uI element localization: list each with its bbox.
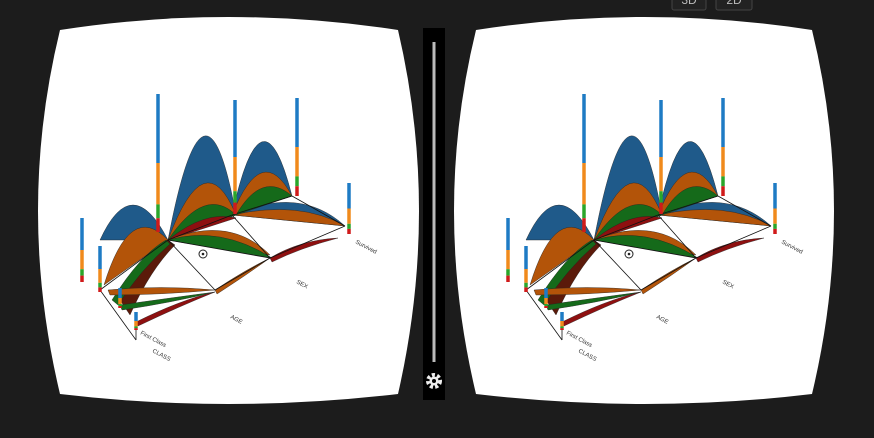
cursor-dot bbox=[201, 252, 205, 256]
button-3d[interactable] bbox=[671, 0, 707, 11]
frame-line bbox=[657, 195, 719, 216]
axis-label: SEX bbox=[295, 279, 308, 290]
gear bbox=[426, 373, 442, 389]
frame-line bbox=[593, 239, 697, 259]
frame-line bbox=[167, 214, 233, 241]
ribbon bbox=[103, 227, 169, 286]
frame-line bbox=[99, 239, 169, 291]
cursor bbox=[624, 249, 634, 259]
axis-label: SEX bbox=[721, 279, 734, 290]
ribbon bbox=[269, 237, 339, 263]
cursor-dot bbox=[627, 252, 631, 256]
frame-line bbox=[695, 225, 772, 259]
frame-line bbox=[593, 239, 642, 291]
gear-hole bbox=[432, 379, 436, 383]
frame-line bbox=[167, 239, 271, 259]
frame-line bbox=[640, 257, 697, 291]
frame-line bbox=[525, 239, 595, 291]
cursor bbox=[198, 249, 208, 259]
mode-buttons: 3D 2D bbox=[671, 0, 753, 11]
ribbon bbox=[695, 237, 765, 263]
axis-label: AGE bbox=[655, 314, 669, 325]
frame-line bbox=[291, 195, 346, 227]
button-2d-label: 2D bbox=[726, 0, 742, 7]
frame-line bbox=[231, 195, 293, 216]
frame-line bbox=[99, 289, 137, 341]
button-3d-label: 3D bbox=[681, 0, 697, 7]
axis-label: AGE bbox=[229, 314, 243, 325]
ribbon bbox=[529, 227, 595, 286]
frame-line bbox=[525, 289, 563, 341]
frame-line bbox=[214, 257, 271, 291]
button-2d[interactable] bbox=[715, 0, 753, 11]
frame-line bbox=[657, 214, 697, 259]
ribbon bbox=[561, 291, 642, 327]
frame-line bbox=[231, 214, 271, 259]
frame-line bbox=[167, 239, 216, 291]
ribbon bbox=[135, 291, 216, 327]
frame-line bbox=[269, 225, 346, 259]
frame-line bbox=[593, 214, 659, 241]
settings-button[interactable] bbox=[426, 373, 442, 389]
frame-line bbox=[717, 195, 772, 227]
